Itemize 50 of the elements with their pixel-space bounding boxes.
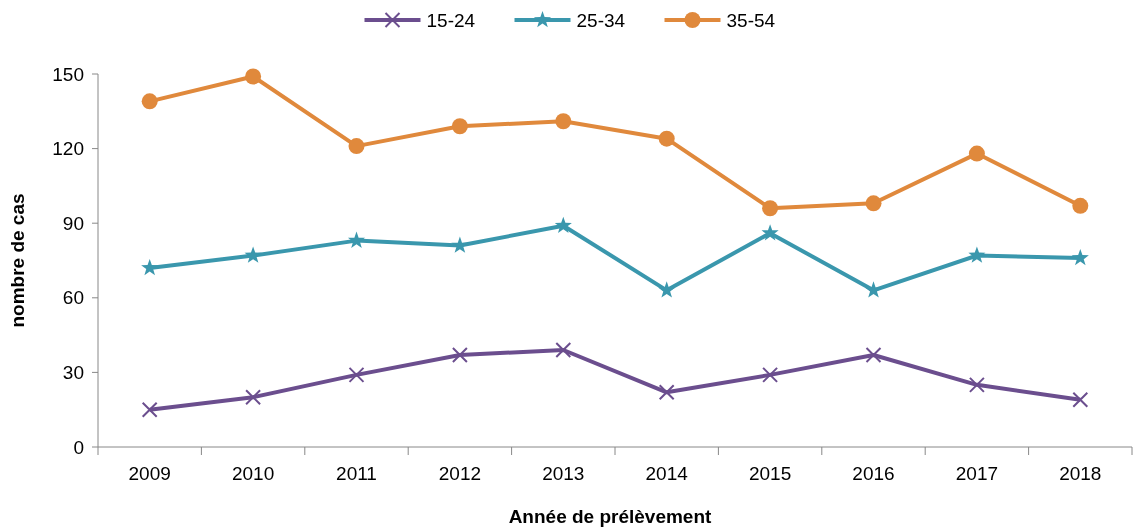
x-tick-label: 2010 [231,463,275,484]
point [451,346,468,363]
point [555,113,572,130]
y-tick-label: 60 [62,287,84,309]
point [141,401,158,418]
y-tick-label: 120 [52,138,84,160]
y-axis-title: nombre de cas [7,193,28,328]
point [245,389,262,406]
y-tick-label: 0 [73,436,84,458]
x-tick-label: 2013 [542,463,585,484]
x-tick-label: 2014 [645,463,689,484]
point [555,342,572,359]
y-tick-label: 30 [62,362,84,384]
point [658,130,675,147]
x-tick-label: 2009 [128,463,171,484]
point [968,376,985,393]
point [761,224,779,241]
y-tick-label: 150 [52,63,84,85]
point [554,216,572,233]
point [968,145,985,162]
x-tick-label: 2016 [852,463,895,484]
x-tick-label: 2015 [748,463,792,484]
point [968,246,986,263]
point [762,366,779,383]
point [762,200,779,217]
x-tick-label: 2012 [438,463,482,484]
y-tick-label: 90 [62,212,84,234]
point [865,346,882,363]
point [245,68,262,85]
point [348,138,365,155]
point [1072,391,1089,408]
point [1071,249,1089,266]
point [141,93,158,110]
point [348,366,365,383]
point [451,118,468,135]
legend-label: 35-54 [726,9,776,31]
x-axis-title: Année de prélèvement [508,506,713,527]
point [658,384,675,401]
point [865,195,882,212]
x-tick-label: 2018 [1059,463,1102,484]
point [658,281,676,298]
legend-label: 15-24 [426,9,476,31]
point [141,258,159,276]
x-tick-label: 2011 [336,463,377,484]
x-tick-label: 2017 [955,463,999,484]
point [244,246,262,263]
point [347,231,366,248]
point [451,236,469,253]
legend-label: 25-34 [576,9,626,31]
point [1072,197,1089,214]
